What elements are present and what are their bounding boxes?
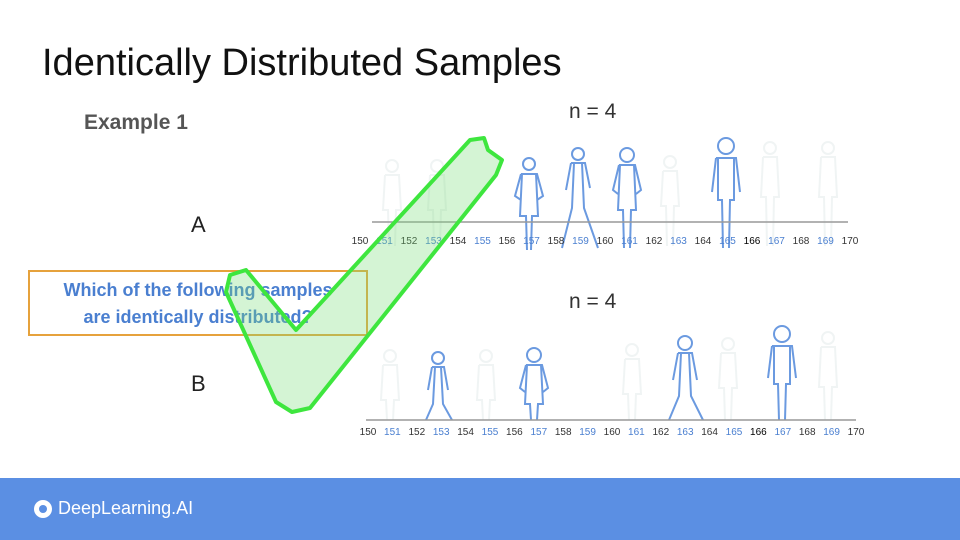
sample-a-tick-label: 168 — [793, 236, 810, 247]
sample-b-tick-label: 160 — [604, 427, 621, 438]
sample-b-tick-label: 166 — [750, 427, 767, 438]
sample-b-ticks: 150 151 152 153 154 155 156 157 158 159 160 161 162 1… — [360, 427, 865, 438]
sample-b-tick-label: 162 — [652, 427, 669, 438]
sample-b-tick-label: 170 — [848, 427, 865, 438]
sample-b-tick-label: 161 — [628, 427, 645, 438]
sample-b-tick-label: 154 — [457, 427, 474, 438]
sample-b-label: B — [191, 371, 206, 396]
sample-b-tick-label: 158 — [555, 427, 572, 438]
example-label: Example 1 — [84, 111, 188, 134]
sample-b-tick-label: 157 — [530, 427, 547, 438]
sample-a-ticks: 150 151 152 153 154 155 156 157 158 159 160 161 162 1… — [352, 236, 859, 247]
sample-b-figure-157 — [518, 347, 550, 421]
sample-a-n-label: n = 4 — [569, 100, 617, 123]
sample-a-tick-label: 157 — [523, 236, 540, 247]
deeplearning-logo-icon — [34, 499, 52, 518]
sample-b-figure-167 — [767, 325, 797, 421]
sample-a-figure-165 — [711, 137, 741, 249]
sample-a-figure-157 — [513, 157, 545, 251]
sample-a-tick-label: 158 — [548, 236, 565, 247]
footer-bar — [0, 478, 960, 540]
sample-a-tick-label: 159 — [572, 236, 589, 247]
sample-a-tick-label: 167 — [768, 236, 785, 247]
sample-b-figure-163 — [668, 335, 704, 421]
sample-b-figure-153 — [425, 351, 453, 421]
sample-a-figure-161 — [611, 147, 643, 249]
sample-a-label: A — [191, 212, 206, 237]
sample-a-figure-159 — [561, 147, 599, 249]
sample-b-tick-label: 165 — [726, 427, 743, 438]
brand-logo: DeepLearning.AI — [34, 498, 193, 519]
sample-b-tick-label: 159 — [579, 427, 596, 438]
sample-a-tick-label: 163 — [670, 236, 687, 247]
sample-a-tick-label: 156 — [499, 236, 516, 247]
sample-b-number-line: 150 151 152 153 154 155 156 157 158 159 160 161 162 1… — [360, 325, 865, 438]
sample-b-tick-label: 164 — [701, 427, 718, 438]
sample-b-tick-label: 155 — [482, 427, 499, 438]
sample-a-tick-label: 160 — [597, 236, 614, 247]
sample-b-tick-label: 169 — [823, 427, 840, 438]
sample-a-tick-label: 169 — [817, 236, 834, 247]
sample-a-tick-label: 152 — [401, 236, 418, 247]
sample-b-tick-label: 156 — [506, 427, 523, 438]
sample-a-tick-label: 166 — [744, 236, 761, 247]
sample-b-tick-label: 152 — [408, 427, 425, 438]
sample-b-tick-label: 151 — [384, 427, 401, 438]
sample-a-tick-label: 162 — [646, 236, 663, 247]
sample-a-tick-label: 153 — [425, 236, 442, 247]
sample-a-tick-label: 151 — [376, 236, 393, 247]
sample-a-tick-label: 170 — [842, 236, 859, 247]
brand-name: DeepLearning.AI — [58, 498, 194, 518]
question-box: Which of the following samples are ident… — [28, 270, 368, 336]
sample-a-tick-label: 155 — [474, 236, 491, 247]
sample-b-tick-label: 150 — [360, 427, 377, 438]
slide-title: Identically Distributed Samples — [42, 42, 562, 84]
sample-b-tick-label: 167 — [774, 427, 791, 438]
question-line-1: Which of the following samples — [63, 280, 333, 300]
sample-a-tick-label: 150 — [352, 236, 369, 247]
sample-a-tick-label: 164 — [695, 236, 712, 247]
question-line-2: are identically distributed? — [83, 307, 313, 327]
sample-b-tick-label: 153 — [433, 427, 450, 438]
sample-a-tick-label: 165 — [719, 236, 736, 247]
sample-a-faded-figures — [381, 141, 839, 247]
sample-a-number-line: 150 151 152 153 154 155 156 157 158 159 160 161 162 1… — [352, 137, 859, 251]
sample-b-tick-label: 163 — [677, 427, 694, 438]
sample-b-n-label: n = 4 — [569, 290, 617, 313]
sample-a-tick-label: 161 — [621, 236, 638, 247]
sample-a-tick-label: 154 — [450, 236, 467, 247]
sample-b-tick-label: 168 — [799, 427, 816, 438]
